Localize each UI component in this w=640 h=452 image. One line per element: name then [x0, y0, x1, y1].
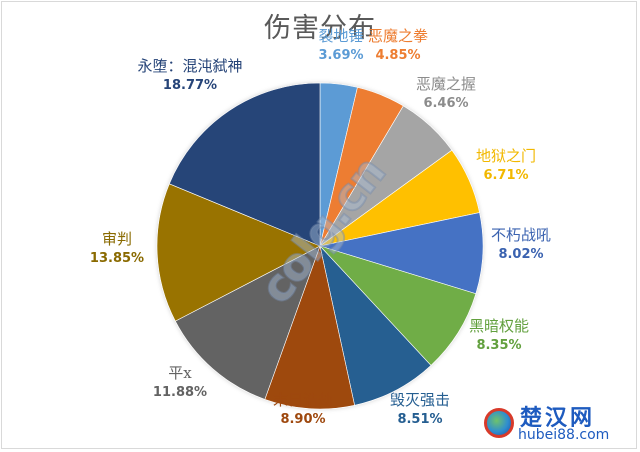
slice-percent: 6.46%: [423, 96, 469, 111]
data-label: 审判 13.85%: [90, 230, 144, 268]
slice-percent: 8.02%: [498, 247, 544, 262]
slice-name: 地狱之门: [475, 147, 537, 165]
logo-cn-text: 楚汉网: [520, 406, 596, 431]
slice-name: 恶魔之拳: [367, 27, 429, 45]
data-label: 不朽战吼 8.02%: [491, 226, 551, 264]
slice-name: 毁灭强击: [389, 391, 451, 409]
data-label: 恶魔之握 6.46%: [416, 75, 476, 113]
slice-name: 永堕：混沌弑神: [137, 57, 243, 75]
slice-name: 末日浩劫: [272, 391, 334, 409]
slice-percent: 6.71%: [483, 168, 529, 183]
site-logo[interactable]: 楚汉网 hubei88.com: [482, 400, 638, 450]
logo-en-text: hubei88.com: [518, 427, 610, 443]
data-label: 末日浩劫 8.90%: [273, 391, 333, 429]
slice-name: 裂地锤: [318, 27, 364, 45]
data-label: 毁灭强击 8.51%: [390, 391, 450, 429]
slice-name: 不朽战吼: [490, 226, 552, 244]
data-label: 黑暗权能 8.35%: [469, 317, 529, 355]
data-label: 恶魔之拳 4.85%: [368, 27, 428, 65]
data-label: 永堕：混沌弑神 18.77%: [137, 57, 242, 95]
slice-percent: 8.51%: [397, 412, 443, 427]
slice-percent: 11.88%: [152, 385, 208, 400]
slice-percent: 13.85%: [89, 251, 145, 266]
globe-logo-icon: [484, 408, 514, 438]
slice-percent: 18.77%: [162, 78, 218, 93]
data-label: 地狱之门 6.71%: [476, 147, 536, 185]
slice-percent: 8.90%: [280, 412, 326, 427]
pie-slice: [319, 244, 432, 406]
slice-percent: 4.85%: [375, 48, 421, 63]
slice-name: 黑暗权能: [468, 317, 530, 335]
slice-percent: 3.69%: [318, 48, 364, 63]
pie-slice: [168, 82, 321, 247]
pie-slice: [156, 183, 321, 322]
chart-title: 伤害分布: [264, 13, 376, 44]
data-label: 裂地锤 3.69%: [318, 27, 363, 65]
pie-slice: [174, 245, 321, 400]
slice-name: 平x: [168, 364, 192, 382]
slice-name: 恶魔之握: [415, 75, 477, 93]
pie-slice: [319, 245, 477, 366]
data-label: 平x 11.88%: [153, 364, 207, 402]
slice-name: 审判: [101, 230, 132, 248]
pie-slice: [264, 244, 355, 410]
slice-percent: 8.35%: [476, 338, 522, 353]
